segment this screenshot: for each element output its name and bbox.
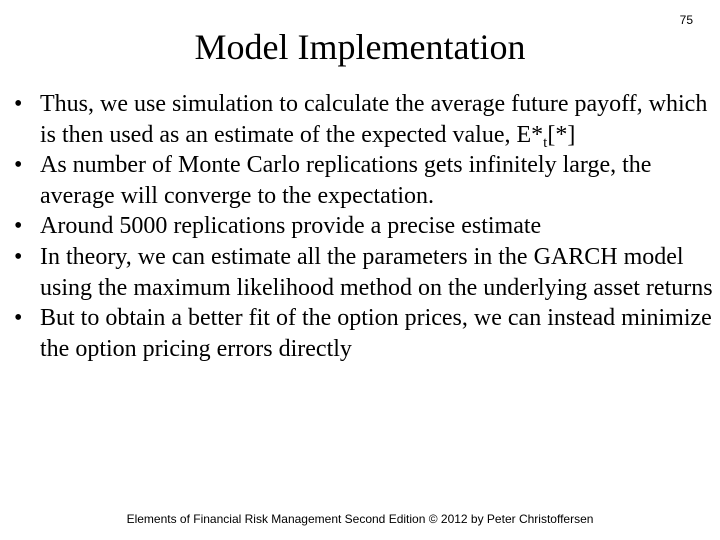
bullet-item: • In theory, we can estimate all the par… [14, 242, 720, 303]
bullet-text: As number of Monte Carlo replications ge… [40, 152, 652, 209]
bullet-text: In theory, we can estimate all the param… [40, 243, 713, 301]
bullet-marker: • [14, 213, 23, 240]
bullet-text-suffix: [*] [547, 121, 576, 148]
bullet-item: • Thus, we use simulation to calculate t… [14, 89, 720, 150]
bullet-list: • Thus, we use simulation to calculate t… [14, 89, 720, 364]
bullet-text: Thus, we use simulation to calculate the… [40, 91, 708, 148]
bullet-marker: • [14, 305, 23, 332]
bullet-item: • As number of Monte Carlo replications … [14, 150, 720, 211]
bullet-marker: • [14, 91, 23, 117]
bullet-text: Around 5000 replications provide a preci… [40, 213, 542, 240]
bullet-marker: • [14, 152, 23, 179]
bullet-item: • Around 5000 replications provide a pre… [14, 211, 720, 242]
page-number: 75 [679, 13, 693, 27]
bullet-item: • But to obtain a better fit of the opti… [14, 303, 720, 364]
bullet-subscript: t [543, 134, 548, 151]
bullet-marker: • [14, 243, 23, 270]
slide-title: Model Implementation [194, 27, 526, 67]
bullet-text: But to obtain a better fit of the option… [40, 305, 712, 362]
footer-credit: Elements of Financial Risk Management Se… [126, 512, 594, 526]
